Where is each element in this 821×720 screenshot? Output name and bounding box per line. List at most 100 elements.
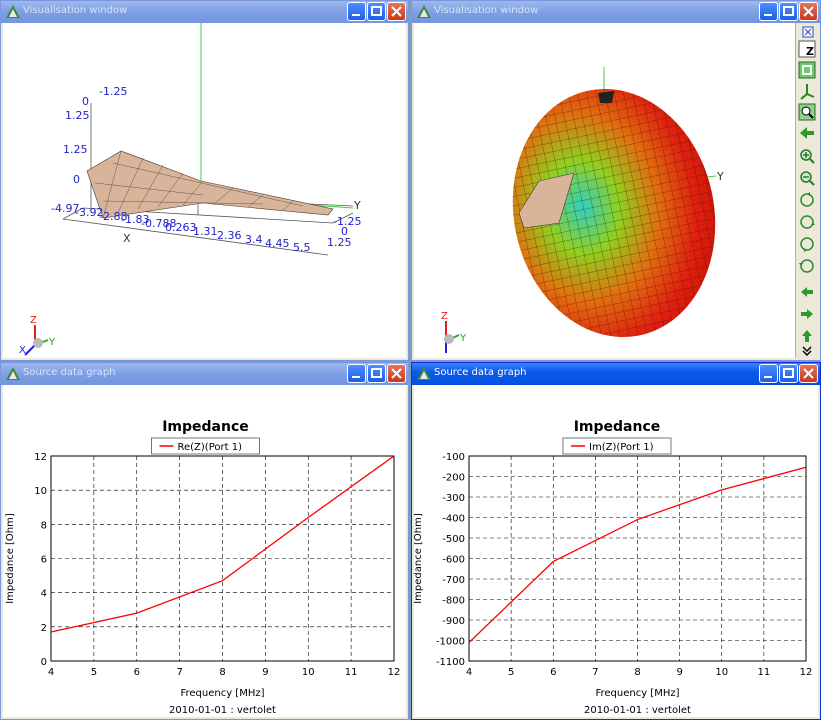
close-button[interactable] xyxy=(387,364,406,383)
view-toolbar: Z xyxy=(795,23,818,358)
y-tick-label: 12 xyxy=(34,452,47,463)
visualisation-window-right[interactable]: Visualisation window xyxy=(411,0,821,361)
x-tick-label: 4 xyxy=(48,667,54,678)
x-tick-label: 8 xyxy=(634,667,640,678)
close-button[interactable] xyxy=(387,2,406,21)
source-data-graph-right[interactable]: Source data graph Impedance Im(Z)(Port 1)… xyxy=(411,362,821,720)
pan-right-icon[interactable] xyxy=(798,305,816,323)
3d-scene: -1.25 0 1.25 1.25 0 -4.97 -3.92 -2.88 -1… xyxy=(19,23,361,356)
maximize-button[interactable] xyxy=(367,364,386,383)
legend-box xyxy=(151,437,260,455)
minimize-button[interactable] xyxy=(347,2,366,21)
y-tick-label: 8 xyxy=(41,520,47,531)
radiation-mesh xyxy=(512,88,716,338)
x-tick: 4.45 xyxy=(265,237,290,250)
pan-up-icon[interactable] xyxy=(798,327,816,345)
maximize-button[interactable] xyxy=(779,2,798,21)
app-icon xyxy=(417,5,431,18)
zoom-window-icon[interactable] xyxy=(798,103,816,121)
view-z-icon[interactable]: Z xyxy=(798,40,816,58)
more-tools-icon[interactable] xyxy=(798,345,816,357)
pan-left-icon[interactable] xyxy=(798,283,816,301)
svg-text:Z: Z xyxy=(806,45,814,58)
y-tick-label: -1000 xyxy=(436,637,465,648)
legend-box xyxy=(562,437,672,455)
y-tick-label: 0 xyxy=(41,657,47,668)
series-line xyxy=(468,466,807,644)
x-tick: 2.36 xyxy=(217,229,242,242)
minimize-icon xyxy=(352,376,360,378)
maximize-icon xyxy=(783,6,794,16)
y-tick-label: -200 xyxy=(442,473,465,484)
minimize-icon xyxy=(352,14,360,16)
x-tick-label: 6 xyxy=(134,667,140,678)
x-tick: -0.788 xyxy=(141,217,176,230)
z-tick: 1.25 xyxy=(65,109,90,122)
x-tick-label: 4 xyxy=(466,667,472,678)
chart-footer: 2010-01-01 : vertolet xyxy=(169,705,276,716)
series-line xyxy=(50,455,395,633)
maximize-button[interactable] xyxy=(779,364,798,383)
x-tick: 0.263 xyxy=(165,221,197,234)
zoom-in-icon[interactable] xyxy=(798,147,816,165)
close-button[interactable] xyxy=(799,364,818,383)
close-toolbar-icon[interactable] xyxy=(798,26,816,38)
3d-viewport[interactable]: -1.25 0 1.25 1.25 0 -4.97 -3.92 -2.88 -1… xyxy=(3,23,406,358)
antenna-mesh xyxy=(518,172,575,229)
app-icon xyxy=(6,367,20,380)
rotate-z-icon[interactable] xyxy=(798,235,816,253)
x-axis-label: Frequency [MHz] xyxy=(180,688,264,699)
app-icon xyxy=(417,367,431,380)
maximize-button[interactable] xyxy=(367,2,386,21)
x-tick-label: 6 xyxy=(550,667,556,678)
title-bar[interactable]: Source data graph xyxy=(1,363,408,385)
window-title: Source data graph xyxy=(434,367,527,378)
minimize-button[interactable] xyxy=(759,2,778,21)
graph-area: Impedance Im(Z)(Port 1) 4 5 6 7 8 9 10 11 12 -1100 -… xyxy=(414,385,818,717)
orientation-triad: Z Y X xyxy=(19,315,56,356)
minimize-button[interactable] xyxy=(759,364,778,383)
visualisation-window-left[interactable]: Visualisation window xyxy=(0,0,409,361)
close-icon xyxy=(803,368,814,379)
x-tick: -2.88 xyxy=(99,210,127,223)
triad-y: Y xyxy=(48,337,56,348)
fit-view-icon[interactable] xyxy=(798,61,816,79)
triad-z: Z xyxy=(441,311,448,322)
x-tick: 5.5 xyxy=(293,241,311,254)
x-tick: -1.83 xyxy=(121,213,149,226)
title-bar[interactable]: Visualisation window xyxy=(412,1,820,23)
x-tick: 1.31 xyxy=(193,225,218,238)
antenna-tip xyxy=(598,91,614,103)
back-arrow-icon[interactable] xyxy=(798,124,816,142)
x-tick: 3.4 xyxy=(245,233,263,246)
minimize-icon xyxy=(764,14,772,16)
x-tick-label: 11 xyxy=(758,667,771,678)
source-data-graph-left[interactable]: Source data graph Impedance Re(Z)(Port 1)… xyxy=(0,362,409,720)
y-tick-label: 6 xyxy=(41,555,47,566)
maximize-icon xyxy=(783,368,794,378)
zoom-out-icon[interactable] xyxy=(798,169,816,187)
chart-footer: 2010-01-01 : vertolet xyxy=(584,705,691,716)
rotate-reverse-icon[interactable] xyxy=(798,257,816,275)
rotate-x-icon[interactable] xyxy=(798,191,816,209)
x-tick-label: 10 xyxy=(302,667,315,678)
y-tick-label: -700 xyxy=(442,575,465,586)
3d-viewport[interactable]: Y Z Y Z xyxy=(414,23,818,358)
close-icon xyxy=(803,6,814,17)
triad-z: Z xyxy=(30,315,37,326)
x-tick-label: 5 xyxy=(508,667,514,678)
triad-x: X xyxy=(19,345,26,356)
y-tick: 0 xyxy=(341,225,348,238)
x-axis-label: Frequency [MHz] xyxy=(595,688,679,699)
title-bar[interactable]: Source data graph xyxy=(412,363,820,385)
rotate-y-icon[interactable] xyxy=(798,213,816,231)
x-tick-label: 12 xyxy=(800,667,813,678)
orientation-triad: Z Y xyxy=(441,311,467,353)
close-button[interactable] xyxy=(799,2,818,21)
z-tick: 0 xyxy=(82,95,89,108)
minimize-button[interactable] xyxy=(347,364,366,383)
y-tick-label: -100 xyxy=(442,452,465,463)
axes-icon[interactable] xyxy=(798,82,816,100)
impedance-chart-imag: Impedance Im(Z)(Port 1) 4 5 6 7 8 9 10 11 12 -1100 -… xyxy=(414,419,813,716)
title-bar[interactable]: Visualisation window xyxy=(1,1,408,23)
